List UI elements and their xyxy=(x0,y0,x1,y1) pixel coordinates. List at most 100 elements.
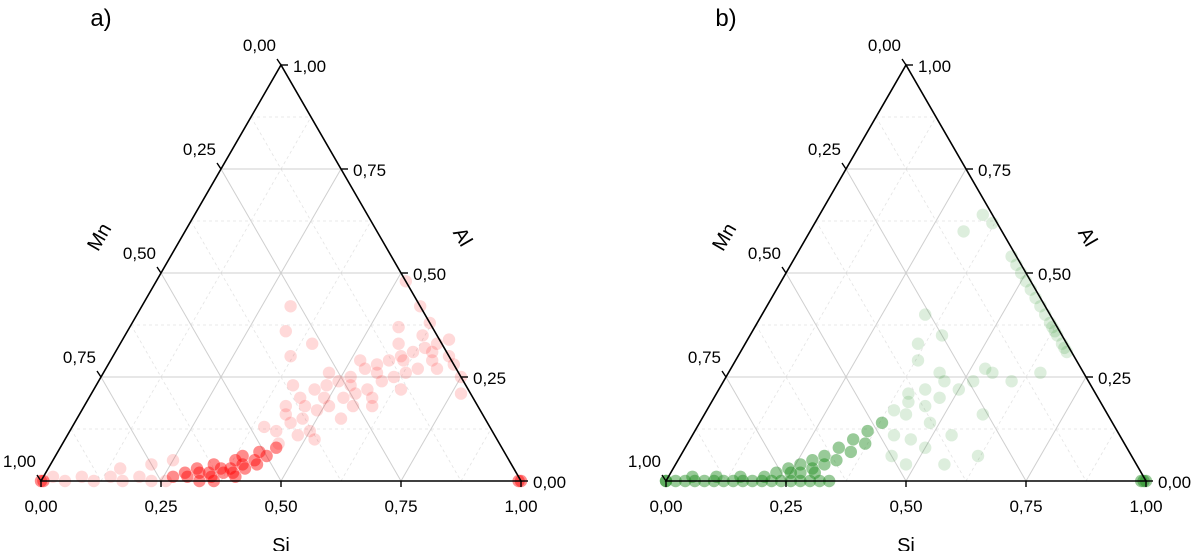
data-point xyxy=(349,387,362,400)
data-point xyxy=(202,466,216,479)
data-point xyxy=(411,362,424,375)
data-point xyxy=(1034,366,1047,379)
data-point xyxy=(318,391,331,404)
data-point xyxy=(334,412,348,425)
grid-line xyxy=(190,220,342,482)
grid-line xyxy=(755,324,847,482)
al-tick-label: 0,25 xyxy=(473,369,506,388)
data-point xyxy=(794,466,807,479)
data-point xyxy=(902,387,915,400)
tick-mark xyxy=(36,474,42,482)
grid-line xyxy=(460,428,492,482)
data-point xyxy=(919,383,932,396)
data-point xyxy=(818,458,831,471)
data-point xyxy=(226,466,240,479)
si-tick-label: 1,00 xyxy=(1129,497,1162,516)
tick-mark xyxy=(96,370,102,378)
grid-line xyxy=(815,220,967,482)
data-point xyxy=(382,354,396,367)
grid-line xyxy=(905,272,1027,482)
al-tick-label: 1,00 xyxy=(293,57,326,76)
data-point xyxy=(976,208,989,221)
data-point xyxy=(344,379,357,392)
data-point xyxy=(284,300,297,313)
grid-line xyxy=(785,272,907,482)
data-point xyxy=(392,320,405,334)
al-axis-title: Al xyxy=(448,224,476,250)
data-point xyxy=(770,466,783,479)
al-tick-label: 0,25 xyxy=(1098,369,1131,388)
data-point xyxy=(279,408,292,421)
si-axis-title: Si xyxy=(897,535,915,551)
grid xyxy=(70,116,492,482)
panel-b: 0,00 1,00 0,00 0,25 0,75 0,25 0,50 0,50 0,50 0,75… xyxy=(628,5,1191,551)
data-point xyxy=(832,441,845,454)
al-tick-label: 0,00 xyxy=(533,473,566,492)
grid-line xyxy=(220,220,372,482)
mn-tick-label: 0,00 xyxy=(243,36,276,55)
data-point xyxy=(859,437,872,450)
data-point xyxy=(967,375,980,388)
al-tick-label: 0,50 xyxy=(413,265,446,284)
data-point xyxy=(758,470,771,483)
data-point xyxy=(306,337,319,350)
grid-line xyxy=(160,272,282,482)
grid xyxy=(695,116,1117,482)
data-point xyxy=(899,408,913,421)
data-point xyxy=(207,458,220,471)
data-point xyxy=(214,462,228,475)
data-point xyxy=(358,362,372,375)
grid-line xyxy=(965,324,1057,482)
data-point xyxy=(861,424,874,438)
grid-line xyxy=(400,376,462,482)
data-point xyxy=(310,404,324,417)
tick-mark xyxy=(781,266,787,274)
grid-line xyxy=(695,428,727,482)
al-tick-label: 0,50 xyxy=(1038,265,1071,284)
data-point xyxy=(885,449,898,463)
data-point xyxy=(818,449,831,463)
data-point xyxy=(919,399,932,413)
data-point xyxy=(258,420,271,434)
data-point xyxy=(933,366,946,379)
data-point xyxy=(193,466,206,479)
si-tick-label: 0,25 xyxy=(144,497,177,516)
data-point xyxy=(253,445,266,459)
data-point xyxy=(296,412,309,425)
data-point xyxy=(145,458,158,471)
panel-a: 0,00 1,00 0,00 0,25 0,75 0,25 0,50 0,50 0,50 0,75… xyxy=(3,5,566,551)
data-point xyxy=(919,441,932,454)
data-point xyxy=(229,454,242,467)
grid-line xyxy=(100,116,312,482)
data-point xyxy=(911,354,925,367)
data-point xyxy=(957,225,970,238)
ticks: 0,00 1,00 0,00 0,25 0,75 0,25 0,50 0,50 0,50 0,75… xyxy=(3,36,566,516)
data-point xyxy=(303,424,316,438)
data-point xyxy=(430,362,444,375)
data-point xyxy=(454,387,468,400)
panel-label: b) xyxy=(715,5,736,32)
si-tick-label: 0,50 xyxy=(889,497,922,516)
mn-axis-title: Mn xyxy=(708,220,741,255)
data-point xyxy=(236,458,249,471)
data-point xyxy=(919,308,932,321)
data-point xyxy=(397,354,410,367)
mn-tick-label: 0,25 xyxy=(183,140,216,159)
si-axis-title: Si xyxy=(272,535,290,551)
data-point xyxy=(361,383,374,396)
data-point xyxy=(366,391,379,404)
data-point xyxy=(114,462,127,475)
al-axis-title: Al xyxy=(1073,224,1101,250)
data-point xyxy=(938,375,951,388)
data-point xyxy=(346,399,360,413)
data-point xyxy=(133,470,146,483)
data-point xyxy=(945,429,958,442)
data-point xyxy=(806,454,819,467)
mn-tick-label: 0,75 xyxy=(688,348,721,367)
data-point xyxy=(217,466,230,479)
data-point xyxy=(887,404,901,417)
data-point xyxy=(442,333,456,346)
al-tick-label: 0,00 xyxy=(1158,473,1191,492)
data-point xyxy=(236,449,249,463)
